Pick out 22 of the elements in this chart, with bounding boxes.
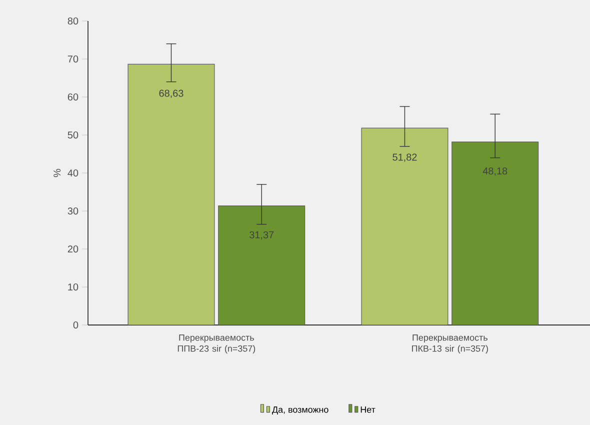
y-tick-label: 70 bbox=[68, 55, 78, 63]
y-tick-label: 30 bbox=[68, 207, 78, 215]
y-axis-title: % bbox=[54, 168, 61, 178]
y-tick-label: 0 bbox=[73, 321, 78, 329]
y-tick-label: 60 bbox=[68, 93, 78, 101]
bar bbox=[452, 142, 539, 325]
y-tick-label: 20 bbox=[68, 245, 78, 253]
bar bbox=[361, 128, 448, 325]
legend-label: Да, возможно bbox=[272, 406, 328, 414]
legend-label: Нет bbox=[360, 406, 376, 413]
y-tick-label: 80 bbox=[68, 17, 78, 25]
data-label: 68,63 bbox=[159, 90, 184, 98]
x-tick-label: Перекрываемость ПКВ-13 sir (n=357) bbox=[412, 334, 488, 354]
x-tick-label: Перекрываемость ППВ-23 sir (n=357) bbox=[178, 334, 256, 354]
data-label: 48,18 bbox=[482, 167, 508, 176]
y-tick-label: 10 bbox=[68, 283, 78, 291]
y-tick-label: 50 bbox=[68, 131, 78, 139]
data-label: 31,37 bbox=[250, 231, 274, 240]
bar bbox=[128, 64, 215, 325]
bar bbox=[218, 205, 306, 325]
data-label: 51,82 bbox=[392, 154, 417, 162]
y-tick-label: 40 bbox=[68, 169, 78, 177]
